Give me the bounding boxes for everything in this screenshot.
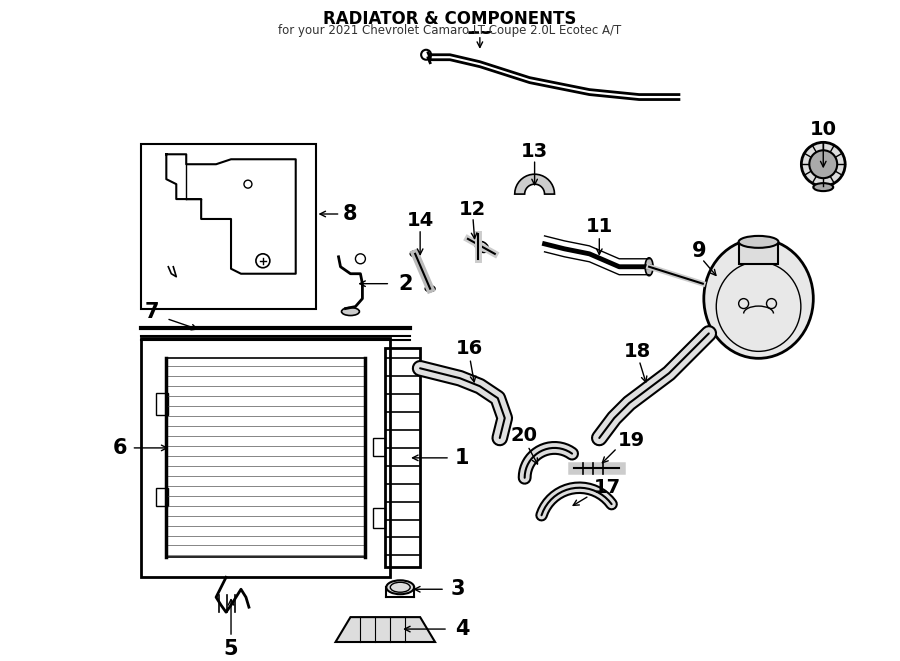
Text: 7: 7 bbox=[144, 301, 158, 321]
Polygon shape bbox=[336, 617, 435, 642]
Text: 11: 11 bbox=[586, 217, 613, 237]
Text: 1: 1 bbox=[454, 448, 469, 468]
Text: 9: 9 bbox=[691, 241, 707, 261]
Text: 15: 15 bbox=[465, 18, 494, 38]
Circle shape bbox=[809, 150, 837, 178]
Ellipse shape bbox=[645, 258, 653, 276]
Bar bbox=[739, 242, 778, 264]
Ellipse shape bbox=[425, 286, 435, 292]
Bar bbox=[141, 144, 316, 309]
Bar bbox=[374, 508, 385, 527]
Ellipse shape bbox=[341, 307, 359, 315]
Text: RADIATOR & COMPONENTS: RADIATOR & COMPONENTS bbox=[323, 10, 577, 28]
Text: 20: 20 bbox=[510, 426, 537, 446]
Bar bbox=[157, 488, 168, 506]
Ellipse shape bbox=[704, 239, 814, 358]
Text: 12: 12 bbox=[459, 200, 487, 219]
Text: 14: 14 bbox=[407, 212, 434, 231]
Bar bbox=[157, 393, 168, 415]
Ellipse shape bbox=[386, 580, 414, 594]
Bar bbox=[374, 438, 385, 456]
Text: 16: 16 bbox=[456, 339, 483, 358]
Circle shape bbox=[801, 142, 845, 186]
Text: 17: 17 bbox=[594, 478, 621, 497]
Text: 13: 13 bbox=[521, 142, 548, 161]
Text: 5: 5 bbox=[224, 639, 238, 659]
Text: 18: 18 bbox=[624, 342, 651, 361]
Ellipse shape bbox=[814, 183, 833, 191]
Bar bbox=[385, 348, 420, 567]
Text: 4: 4 bbox=[454, 619, 469, 639]
Text: 10: 10 bbox=[810, 120, 837, 139]
Bar bbox=[166, 358, 365, 557]
Text: 3: 3 bbox=[451, 579, 465, 600]
Text: 2: 2 bbox=[398, 274, 412, 293]
Text: 8: 8 bbox=[343, 204, 357, 224]
Ellipse shape bbox=[739, 236, 778, 248]
Bar bbox=[141, 338, 391, 577]
Polygon shape bbox=[515, 175, 554, 194]
Ellipse shape bbox=[410, 251, 420, 257]
Text: for your 2021 Chevrolet Camaro LT Coupe 2.0L Ecotec A/T: for your 2021 Chevrolet Camaro LT Coupe … bbox=[278, 24, 622, 37]
Text: 19: 19 bbox=[617, 432, 644, 450]
Text: 6: 6 bbox=[112, 438, 127, 458]
